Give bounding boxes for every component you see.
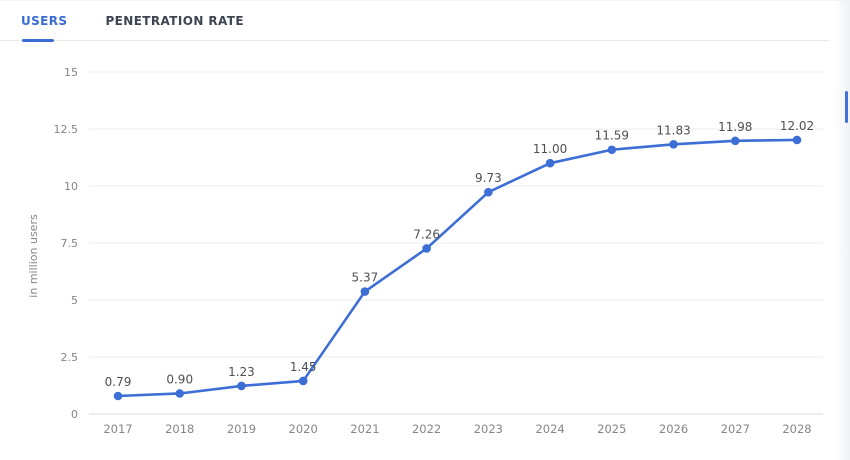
x-tick-label: 2018 bbox=[165, 422, 194, 436]
data-point[interactable] bbox=[237, 381, 246, 391]
y-tick-label: 0 bbox=[71, 408, 78, 421]
value-label: 1.23 bbox=[228, 365, 255, 379]
x-tick-label: 2028 bbox=[782, 422, 811, 436]
value-label: 0.79 bbox=[105, 375, 132, 389]
data-point[interactable] bbox=[422, 244, 431, 253]
data-point[interactable] bbox=[360, 287, 370, 296]
x-tick-label: 2021 bbox=[350, 422, 379, 436]
value-label: 11.59 bbox=[595, 129, 629, 143]
active-tab-indicator bbox=[22, 38, 54, 42]
y-tick-label: 12.5 bbox=[54, 123, 79, 136]
data-point[interactable] bbox=[484, 187, 493, 197]
tab-penetration-rate-label: PENETRATION RATE bbox=[105, 13, 244, 28]
y-tick-label: 2.5 bbox=[61, 351, 79, 364]
tab-penetration-rate[interactable]: PENETRATION RATE bbox=[105, 1, 243, 41]
value-label: 5.37 bbox=[352, 271, 379, 285]
data-point[interactable] bbox=[545, 158, 555, 168]
value-label: 11.98 bbox=[718, 120, 752, 134]
chart-line bbox=[116, 138, 799, 398]
x-tick-label: 2026 bbox=[659, 422, 688, 436]
data-point[interactable] bbox=[669, 139, 678, 149]
x-tick-label: 2019 bbox=[227, 422, 256, 436]
y-tick-label: 5 bbox=[71, 294, 78, 307]
data-point[interactable] bbox=[298, 376, 308, 386]
x-tick-label: 2020 bbox=[289, 422, 318, 436]
x-tick-label: 2023 bbox=[474, 422, 503, 436]
value-label: 0.90 bbox=[166, 372, 193, 386]
value-label: 11.83 bbox=[656, 123, 690, 137]
y-tick-label: 10 bbox=[64, 180, 78, 193]
value-label: 11.00 bbox=[533, 142, 567, 156]
value-label: 7.26 bbox=[413, 227, 440, 241]
x-tick-label: 2025 bbox=[597, 422, 626, 436]
data-point[interactable] bbox=[792, 135, 802, 145]
value-label: 9.73 bbox=[475, 171, 502, 185]
scrollbar-thumb[interactable] bbox=[845, 91, 848, 123]
users-line-chart: 0 2.5 5 7.5 10 12.5 15 2017 2018 2019 2020 2021 2022… bbox=[27, 66, 823, 436]
chart-tabbar: USERS PENETRATION RATE bbox=[0, 1, 830, 42]
x-tick-label: 2022 bbox=[412, 422, 441, 436]
y-tick-label: 7.5 bbox=[61, 237, 79, 250]
tab-users[interactable]: USERS bbox=[21, 1, 68, 42]
y-tick-label: 15 bbox=[64, 66, 78, 79]
data-point[interactable] bbox=[730, 136, 740, 146]
x-tick-label: 2017 bbox=[103, 422, 132, 436]
y-axis-title: in million users bbox=[27, 214, 40, 298]
tab-users-label: USERS bbox=[21, 13, 68, 28]
value-label: 12.02 bbox=[780, 119, 814, 133]
data-point[interactable] bbox=[113, 391, 123, 401]
data-point[interactable] bbox=[607, 145, 617, 155]
x-tick-label: 2024 bbox=[535, 422, 564, 436]
x-tick-label: 2027 bbox=[721, 422, 750, 436]
value-label: 1.45 bbox=[290, 360, 317, 374]
data-point[interactable] bbox=[175, 389, 185, 398]
